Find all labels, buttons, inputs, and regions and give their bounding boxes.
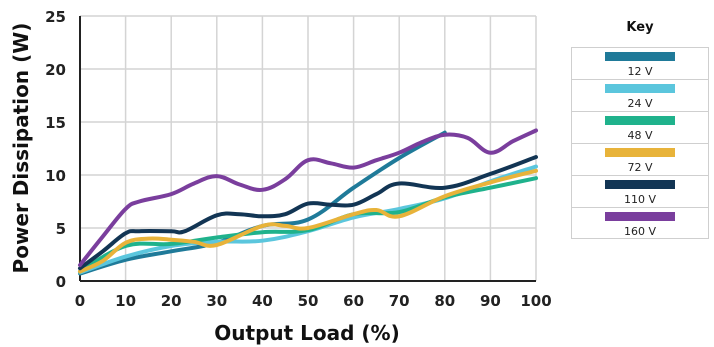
x-tick-label-8: 80 [434,292,455,310]
legend-item: 24 V [571,79,709,111]
x-tick-label-4: 40 [252,292,273,310]
y-tick-label-4: 20 [45,61,66,79]
legend-label: 110 V [623,193,657,206]
x-tick-label-6: 60 [343,292,364,310]
y-tick-label-1: 5 [56,220,66,238]
y-axis-title: Power Dissipation (W) [9,23,33,274]
series-line-110v [78,155,538,271]
legend-label: 48 V [627,129,653,142]
x-tick-label-1: 10 [115,292,136,310]
y-tick-label-2: 10 [45,167,66,185]
legend-item: 48 V [571,111,709,143]
legend: 12 V 24 V 48 V 72 V 110 V 160 V [571,47,709,239]
legend-label: 12 V [627,65,653,78]
x-tick-label-0: 0 [75,292,85,310]
x-axis-title: Output Load (%) [214,321,399,345]
y-tick-label-0: 0 [56,273,66,291]
legend-swatch [605,148,675,157]
legend-swatch [605,84,675,93]
legend-title: Key [626,20,654,35]
legend-label: 24 V [627,97,653,110]
legend-label: 72 V [627,161,653,174]
x-tick-label-9: 90 [480,292,501,310]
legend-item: 12 V [571,47,709,79]
tick-labels: 0 10 20 30 40 50 60 70 80 90 100 0 5 10 15 20 25 [45,8,552,310]
x-tick-label-10: 100 [520,292,551,310]
x-tick-label-7: 70 [389,292,410,310]
series-line-160v [78,128,538,268]
series-line-72v [78,168,538,274]
y-tick-label-3: 15 [45,114,66,132]
legend-item: 72 V [571,143,709,175]
legend-item: 110 V [571,175,709,207]
legend-label: 160 V [623,224,657,238]
legend-swatch [605,116,675,125]
legend-swatch [605,180,675,189]
legend-swatch [605,211,675,221]
x-tick-label-3: 30 [206,292,227,310]
grid-lines [79,15,537,282]
y-tick-label-5: 25 [45,8,66,26]
series-line-48v [78,176,538,274]
x-tick-label-2: 20 [161,292,182,310]
legend-swatch [605,52,675,61]
legend-item: 160 V [571,207,709,239]
x-tick-label-5: 50 [298,292,319,310]
series-lines [78,128,538,276]
